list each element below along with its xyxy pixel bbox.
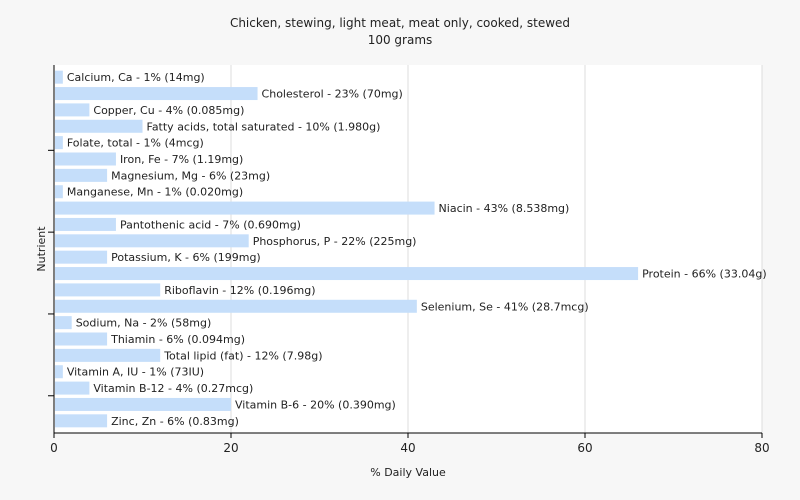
bar-label: Cholesterol - 23% (70mg) [262, 88, 403, 101]
bar-label: Vitamin B-12 - 4% (0.27mcg) [93, 382, 253, 395]
bar [55, 201, 435, 215]
bar-label: Sodium, Na - 2% (58mg) [76, 317, 212, 330]
bar [55, 283, 161, 297]
bar-label: Vitamin B-6 - 20% (0.390mg) [235, 398, 396, 411]
bar [55, 70, 63, 84]
x-tick-label: 80 [754, 441, 769, 455]
bar [55, 316, 72, 330]
bar-label: Selenium, Se - 41% (28.7mcg) [421, 300, 589, 313]
x-tick-label: 60 [577, 441, 592, 455]
bar-label: Total lipid (fat) - 12% (7.98g) [163, 349, 322, 362]
bar [55, 348, 161, 362]
bar [55, 414, 108, 428]
bars-group [55, 70, 639, 428]
bar-label: Magnesium, Mg - 6% (23mg) [111, 169, 270, 182]
bar [55, 103, 90, 117]
bar-label: Riboflavin - 12% (0.196mg) [164, 284, 315, 297]
bar [55, 365, 63, 379]
bar-label: Calcium, Ca - 1% (14mg) [67, 71, 205, 84]
bar [55, 267, 639, 281]
bar [55, 119, 143, 133]
bar-label: Phosphorus, P - 22% (225mg) [253, 235, 417, 248]
bar [55, 185, 63, 199]
bar [55, 217, 116, 231]
x-axis-label: % Daily Value [370, 466, 446, 479]
chart-subtitle: 100 grams [368, 33, 433, 47]
bar-label: Zinc, Zn - 6% (0.83mg) [111, 415, 239, 428]
bar-label: Fatty acids, total saturated - 10% (1.98… [147, 120, 381, 133]
bar-label: Pantothenic acid - 7% (0.690mg) [120, 218, 301, 231]
bar [55, 87, 258, 101]
chart-title: Chicken, stewing, light meat, meat only,… [230, 16, 570, 30]
axes-group: 0 20 40 60 80 [48, 65, 770, 455]
x-tick-label: 20 [223, 441, 238, 455]
bar [55, 250, 108, 264]
bar-label: Vitamin A, IU - 1% (73IU) [67, 366, 204, 379]
bar [55, 332, 108, 346]
bar [55, 234, 249, 248]
bar-label: Niacin - 43% (8.538mg) [439, 202, 570, 215]
bar-labels-group: Calcium, Ca - 1% (14mg) Cholesterol - 23%… [67, 71, 767, 428]
bar [55, 168, 108, 182]
bar [55, 136, 63, 150]
bar [55, 397, 231, 411]
x-tick-label: 0 [50, 441, 58, 455]
x-tick-label: 40 [400, 441, 415, 455]
bar-label: Thiamin - 6% (0.094mg) [110, 333, 245, 346]
bar-label: Copper, Cu - 4% (0.085mg) [93, 104, 244, 117]
bar-label: Protein - 66% (33.04g) [642, 268, 767, 281]
y-axis-label: Nutrient [35, 226, 48, 272]
bar-label: Potassium, K - 6% (199mg) [111, 251, 261, 264]
bar-label: Folate, total - 1% (4mcg) [67, 137, 204, 150]
bar [55, 381, 90, 395]
bar-label: Iron, Fe - 7% (1.19mg) [120, 153, 243, 166]
grid-lines [230, 65, 763, 433]
bar [55, 152, 116, 166]
bar [55, 299, 417, 313]
bar-label: Manganese, Mn - 1% (0.020mg) [67, 186, 243, 199]
